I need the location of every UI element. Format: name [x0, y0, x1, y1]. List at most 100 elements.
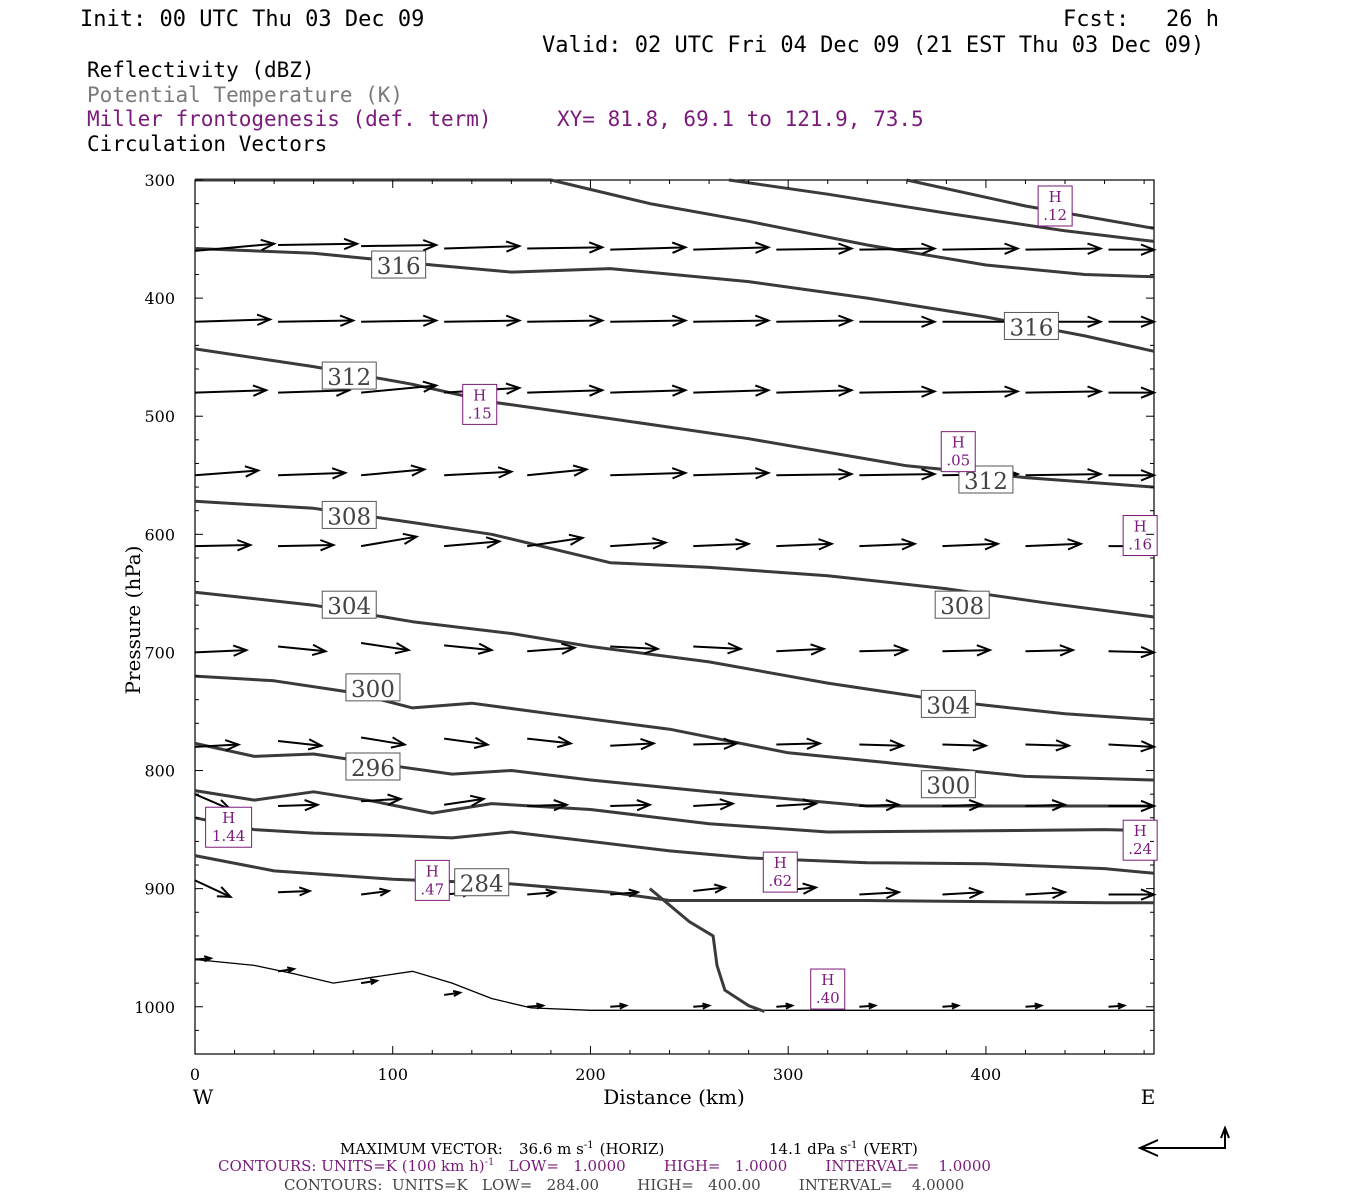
circulation-vector [443, 990, 463, 997]
circulation-vector [444, 240, 523, 253]
y-tick-label: 400 [144, 289, 175, 308]
isentrope-labels: 316 316 312 312 308 308 304 304 300 300 296 284 [321, 250, 1059, 898]
high-symbol: H [473, 386, 486, 404]
frontogenesis-high: H.40 [810, 968, 846, 1010]
circulation-vector [776, 468, 855, 481]
max-vector-vertical: 14.1 dPa s-1 (VERT) [769, 1140, 918, 1158]
isentrope-288 [194, 816, 1155, 875]
circulation-vector [693, 1002, 712, 1010]
isentrope-label: 300 [920, 770, 976, 800]
field-potential-temperature: Potential Temperature (K) [87, 83, 403, 107]
svg-text:308: 308 [327, 504, 371, 530]
isentrope-284 [194, 854, 1154, 905]
high-symbol: H [821, 971, 834, 989]
high-symbol: H [952, 434, 965, 452]
circulation-vector [610, 537, 669, 550]
circulation-vector [776, 798, 819, 811]
frontogenesis-high: H1.44 [205, 806, 253, 848]
isentrope-label: 308 [321, 500, 377, 530]
circulation-vector [1108, 243, 1157, 256]
circulation-vector [859, 315, 938, 328]
circulation-vector [1025, 538, 1084, 551]
valid-time: Valid: 02 UTC Fri 04 Dec 09 (21 EST Thu … [542, 33, 1204, 58]
high-value: .62 [768, 872, 792, 890]
circulation-vector [693, 642, 744, 655]
circulation-vector [776, 314, 855, 327]
x-tick-label: 100 [377, 1065, 408, 1084]
isentrope-label: 284 [454, 868, 510, 898]
isentrope-label: 316 [1003, 311, 1059, 341]
circulation-vector [1108, 1002, 1127, 1010]
y-tick-label: 1000 [134, 998, 175, 1017]
circulation-vector [278, 539, 337, 552]
circulation-vector [278, 237, 360, 251]
isentrope-292 [194, 789, 1155, 834]
isentrope-label: 312 [321, 361, 377, 391]
isentrope-label: 316 [371, 250, 427, 280]
isentrope-contour-info: CONTOURS: UNITS=K LOW= 284.00 HIGH= 400.… [284, 1176, 964, 1194]
circulation-vector [942, 886, 985, 900]
x-tick-label: 300 [773, 1065, 804, 1084]
circulation-vector [194, 644, 250, 657]
circulation-vector [1025, 1002, 1045, 1010]
isentrope-324 [906, 178, 1155, 230]
y-tick-label: 300 [144, 171, 175, 190]
circulation-vector [610, 888, 641, 898]
circulation-vector [693, 798, 736, 811]
frontogenesis-high: H.15 [462, 383, 498, 425]
xy-coordinates: XY= 81.8, 69.1 to 121.9, 73.5 [557, 107, 924, 131]
circulation-vector [610, 314, 689, 327]
frontogenesis-line [648, 887, 766, 1013]
frontogenesis-high: H.16 [1122, 515, 1158, 557]
circulation-vector [194, 238, 277, 252]
circulation-vector [444, 736, 491, 749]
circulation-vector [776, 737, 823, 750]
high-value: .47 [420, 880, 444, 898]
isentrope-328 [195, 178, 1155, 279]
circulation-vector [693, 737, 740, 750]
isentropes [194, 178, 1155, 905]
circulation-vector [444, 536, 503, 549]
circulation-vector [1025, 468, 1104, 481]
svg-text:312: 312 [964, 469, 1008, 495]
svg-text:300: 300 [926, 774, 970, 800]
circulation-vector [776, 538, 835, 551]
isentrope-label: 304 [920, 689, 976, 719]
y-tick-label: 500 [144, 407, 175, 426]
field-reflectivity: Reflectivity (dBZ) [87, 58, 315, 82]
circulation-vector [527, 1002, 546, 1010]
circulation-vector [360, 736, 408, 749]
circulation-vector [693, 538, 752, 551]
circulation-vector [1108, 469, 1157, 482]
circulation-vector [360, 641, 412, 655]
svg-text:308: 308 [940, 594, 984, 620]
max-vector-label: MAXIMUM VECTOR: [340, 1140, 503, 1158]
circulation-vector [360, 887, 392, 897]
svg-text:304: 304 [327, 594, 371, 620]
circulation-vector [527, 384, 606, 397]
circulation-vectors [194, 237, 1157, 1010]
high-symbol: H [774, 854, 787, 872]
circulation-vector [776, 1002, 795, 1010]
circulation-vector [360, 978, 380, 986]
high-value: .24 [1128, 840, 1152, 858]
circulation-vector [194, 539, 254, 552]
x-tick-label: 200 [575, 1065, 606, 1084]
high-symbol: H [222, 809, 235, 827]
field-miller-frontogenesis: Miller frontogenesis (def. term) [87, 107, 492, 131]
circulation-vector [610, 384, 689, 397]
high-symbol: H [426, 862, 439, 880]
svg-text:316: 316 [377, 254, 421, 280]
circulation-vector [942, 799, 985, 812]
circulation-vector [527, 241, 605, 254]
circulation-vector [693, 314, 772, 327]
circulation-vector [277, 966, 297, 974]
circulation-vector [1108, 888, 1157, 901]
isentrope-label: 308 [934, 590, 990, 620]
circulation-vector [942, 242, 1021, 255]
circulation-vector [1025, 242, 1104, 255]
